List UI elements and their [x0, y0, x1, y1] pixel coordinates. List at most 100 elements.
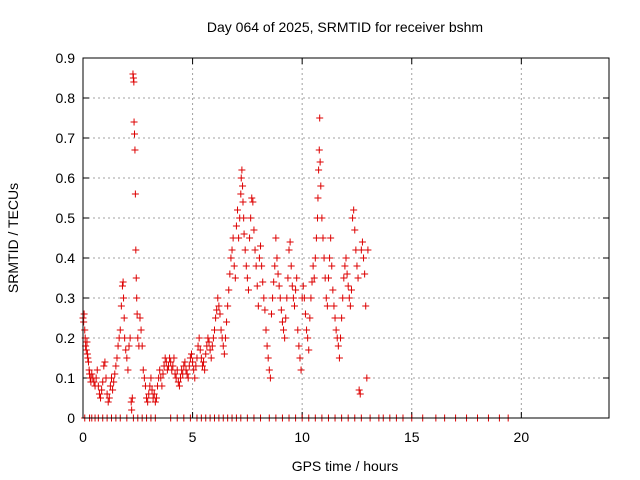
data-point [287, 262, 295, 270]
x-tick-label: 0 [79, 429, 87, 445]
data-point [211, 326, 218, 334]
data-point [347, 286, 355, 294]
x-tick-label: 20 [514, 429, 530, 445]
data-point [277, 306, 285, 314]
data-point [319, 234, 327, 242]
y-tick-label: 0.3 [56, 290, 76, 306]
data-point [148, 386, 156, 394]
data-point [192, 362, 200, 370]
data-point [237, 174, 245, 182]
data-point [304, 334, 312, 342]
data-point [270, 278, 278, 286]
data-point [260, 294, 268, 302]
data-point [189, 358, 197, 366]
data-point [194, 342, 202, 350]
data-point [240, 230, 248, 238]
data-point [225, 286, 233, 294]
data-point [120, 314, 128, 322]
data-point [137, 326, 145, 334]
data-point [231, 274, 239, 282]
data-point [228, 246, 236, 254]
x-tick-label: 10 [294, 429, 310, 445]
data-point [326, 254, 334, 262]
data-point [122, 346, 130, 354]
y-tick-label: 0.5 [56, 210, 76, 226]
y-tick-label: 0.9 [56, 50, 76, 66]
y-tick-label: 0.6 [56, 170, 76, 186]
data-point [238, 166, 246, 174]
data-point [353, 262, 361, 270]
data-point [124, 366, 132, 374]
data-point [133, 294, 141, 302]
data-point [120, 294, 128, 302]
data-point [338, 314, 346, 322]
data-point [314, 194, 322, 202]
x-tick-label: 15 [404, 429, 420, 445]
data-point [303, 326, 311, 334]
data-point [92, 374, 100, 382]
data-point [362, 302, 370, 310]
data-point [220, 350, 228, 358]
data-point [190, 366, 198, 374]
data-point [146, 382, 154, 390]
data-point [80, 318, 88, 326]
data-point [294, 326, 302, 334]
data-point [257, 242, 265, 250]
data-point [240, 214, 248, 222]
data-point [101, 358, 109, 366]
data-point [217, 326, 225, 334]
data-point [254, 302, 262, 310]
data-points [79, 70, 512, 422]
data-point [230, 262, 238, 270]
data-point [110, 378, 118, 386]
data-point [281, 334, 289, 342]
data-point [167, 358, 175, 366]
data-point [311, 254, 319, 262]
data-point [349, 214, 357, 222]
data-point [293, 274, 301, 282]
data-point [212, 314, 220, 322]
data-point [250, 226, 258, 234]
plot-frame [82, 57, 610, 419]
data-point [132, 274, 140, 282]
data-point [345, 294, 353, 302]
data-point [150, 390, 158, 398]
data-point [337, 334, 345, 342]
data-point [286, 238, 294, 246]
data-point [283, 294, 291, 302]
data-point [244, 286, 252, 294]
data-point [151, 398, 159, 406]
data-point [239, 198, 247, 206]
y-tick-label: 0.7 [56, 130, 76, 146]
data-point [274, 270, 282, 278]
data-point [94, 382, 102, 390]
data-point [284, 274, 292, 282]
data-point [133, 310, 141, 318]
data-point [278, 318, 286, 326]
data-point [261, 306, 269, 314]
data-point [262, 326, 270, 334]
data-point [215, 302, 223, 310]
data-point [201, 366, 209, 374]
data-point [219, 342, 227, 350]
data-point [271, 262, 279, 270]
data-point [315, 146, 323, 154]
data-point [134, 334, 142, 342]
data-point [259, 278, 267, 286]
data-point [116, 326, 124, 334]
data-point [276, 294, 284, 302]
data-point [80, 310, 88, 318]
data-point [301, 310, 309, 318]
data-point [202, 350, 210, 358]
data-point [232, 222, 240, 230]
data-point [196, 346, 204, 354]
data-point [158, 382, 166, 390]
y-tick-label: 0.8 [56, 90, 76, 106]
data-point [157, 374, 165, 382]
data-point [216, 310, 224, 318]
data-point [90, 378, 98, 386]
data-point [136, 314, 144, 322]
data-point [249, 198, 257, 206]
data-point [213, 306, 221, 314]
data-point [182, 366, 190, 374]
